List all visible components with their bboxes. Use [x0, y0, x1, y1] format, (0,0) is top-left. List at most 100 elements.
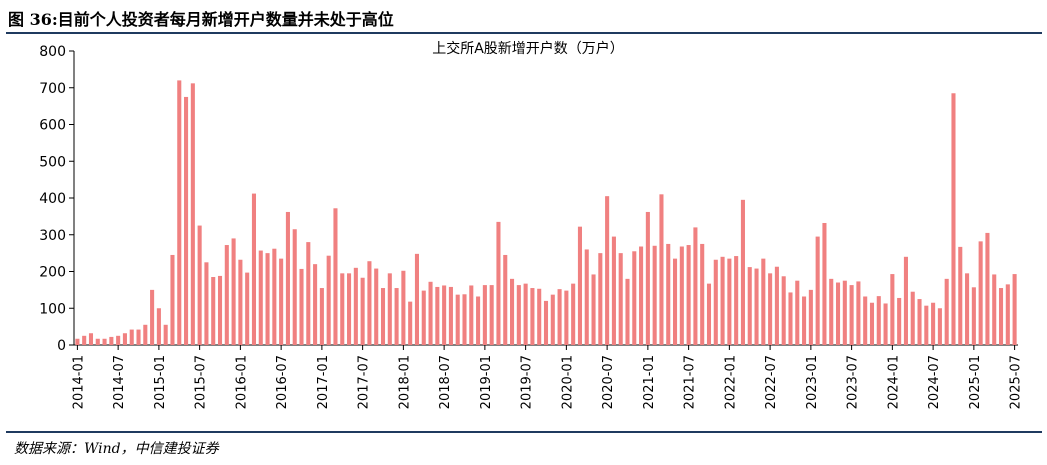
bar: [971, 287, 976, 345]
x-tick-label: 2022-01: [723, 355, 738, 409]
x-tick-label: 2020-07: [601, 355, 616, 409]
bar: [150, 289, 155, 345]
y-tick-label: 200: [39, 265, 66, 281]
x-tick-label: 2016-07: [275, 355, 290, 409]
bar: [462, 294, 467, 345]
x-tick-label: 2014-07: [112, 355, 127, 409]
source-note: 数据来源：Wind，中信建投证券: [14, 441, 219, 457]
bar: [88, 333, 94, 345]
bar: [747, 267, 752, 345]
bar: [829, 278, 834, 345]
bar: [543, 300, 549, 345]
bar: [217, 275, 223, 345]
y-tick-label: 800: [39, 44, 66, 60]
x-tick-label: 2023-01: [805, 355, 820, 409]
bar: [571, 283, 576, 345]
x-tick-label: 2015-07: [194, 355, 209, 409]
bar: [109, 336, 114, 345]
bar: [700, 243, 705, 345]
bar: [605, 196, 610, 345]
bar: [367, 261, 372, 345]
bar: [706, 283, 712, 345]
bar: [666, 243, 671, 345]
y-axis: 0 100 200 300 400 500 600 700 800: [39, 44, 75, 354]
bar: [272, 248, 277, 345]
bar: [944, 278, 949, 345]
x-tick-label: 2021-07: [683, 355, 698, 409]
bar: [510, 278, 515, 345]
y-tick-label: 0: [57, 338, 66, 354]
bar: [231, 238, 236, 345]
bar: [340, 273, 345, 345]
x-tick-label: 2024-01: [886, 355, 901, 409]
bar: [679, 246, 684, 345]
bar: [82, 335, 87, 345]
bar: [455, 294, 460, 345]
bar: [985, 232, 990, 345]
bar: [761, 258, 766, 345]
top-rule: [6, 32, 1042, 34]
bar: [584, 249, 589, 345]
y-tick-label: 700: [39, 81, 66, 97]
bar: [516, 285, 521, 345]
bar: [421, 290, 426, 345]
bar: [469, 285, 474, 345]
bar: [958, 246, 963, 345]
x-axis: 2014-01 2014-07 2015-01 2015-07 2016-01 2016-…: [71, 344, 1024, 409]
x-tick-label: 2014-01: [71, 355, 86, 409]
bar: [591, 274, 596, 345]
bar: [992, 274, 997, 345]
bar: [951, 93, 956, 345]
bar: [401, 270, 406, 345]
chart-title: 上交所A股新增开户数（万户）: [432, 40, 624, 57]
bar: [740, 199, 745, 345]
bar: [856, 281, 861, 345]
bar: [659, 194, 664, 345]
bar: [537, 288, 542, 345]
bar: [869, 302, 875, 345]
bar: [781, 276, 786, 345]
bar: [326, 255, 331, 345]
bar: [333, 208, 338, 345]
bar: [251, 193, 257, 345]
x-tick-label: 2019-01: [479, 355, 494, 409]
bar: [849, 285, 854, 345]
bar: [374, 268, 379, 345]
bars-series: [75, 80, 1017, 346]
bar: [1005, 284, 1010, 345]
bar: [448, 286, 453, 345]
bar: [550, 294, 555, 345]
bar: [625, 278, 630, 345]
bar: [163, 324, 168, 345]
bar: [306, 242, 311, 345]
bar: [197, 225, 202, 345]
bar: [116, 335, 121, 345]
bar: [224, 245, 229, 345]
bar: [917, 299, 922, 345]
bar: [815, 236, 820, 345]
x-tick-label: 2024-07: [927, 355, 942, 409]
bar: [835, 282, 841, 345]
bar: [279, 258, 284, 345]
bar: [170, 254, 175, 345]
bar: [204, 262, 209, 345]
bar: [557, 289, 562, 345]
bar: [265, 253, 270, 345]
bar: [795, 280, 800, 345]
bar: [924, 305, 929, 345]
bar: [577, 226, 582, 345]
bar: [136, 329, 141, 345]
bar: [476, 296, 481, 345]
bar: [353, 267, 358, 345]
bar: [299, 268, 304, 345]
bar: [754, 268, 759, 345]
bar: [693, 227, 698, 345]
x-tick-label: 2016-01: [234, 355, 249, 409]
bar: [313, 264, 318, 345]
bar: [394, 288, 399, 345]
x-tick-label: 2020-01: [560, 355, 575, 409]
bar: [598, 253, 603, 345]
bar: [360, 277, 365, 345]
bar: [122, 333, 127, 345]
x-tick-label: 2018-01: [397, 355, 412, 409]
